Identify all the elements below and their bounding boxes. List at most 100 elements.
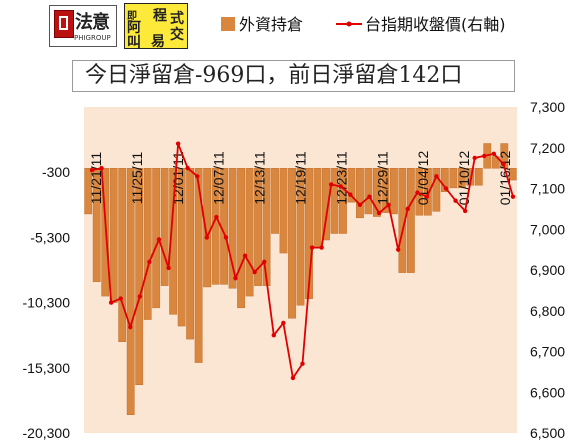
bar: [279, 168, 288, 254]
price-point: [472, 155, 477, 161]
price-point: [415, 190, 420, 195]
phigroup-logo-mark: [54, 10, 74, 38]
net-position-note: 今日淨留倉-969口，前日淨留倉142口: [72, 60, 515, 92]
bar: [339, 168, 347, 234]
legend-label-line: 台指期收盤價(右軸): [365, 15, 506, 34]
y-left-tick-label: -15,300: [23, 360, 71, 376]
bar: [109, 168, 118, 303]
y-right-tick-label: 6,800: [530, 303, 565, 319]
price-point: [195, 174, 200, 179]
price-point: [434, 174, 439, 179]
price-point: [424, 194, 430, 199]
bar: [135, 168, 144, 386]
price-point: [242, 253, 248, 258]
legend-marker-line: [346, 21, 352, 27]
cheng-shi-jiao-yi-logo: 即 程 式 阿 交 叫 易: [124, 3, 188, 51]
price-point: [482, 153, 487, 159]
logo-char: 即: [127, 11, 137, 22]
y-right-tick-label: 6,900: [530, 262, 565, 278]
y-left-tick-label: -5,300: [30, 229, 70, 245]
phigroup-logo-sub: PHIGROUP: [74, 34, 111, 42]
y-right-tick-label: 6,700: [530, 344, 565, 360]
price-point: [443, 186, 449, 191]
bar: [330, 168, 339, 234]
x-tick-label: 11/21/11: [88, 152, 104, 205]
price-point: [329, 182, 334, 187]
y-left-tick-label: -20,300: [23, 425, 71, 441]
price-point: [223, 235, 229, 240]
bar: [118, 168, 127, 342]
bar: [288, 168, 296, 319]
price-point: [405, 206, 410, 212]
y-left-tick-label: -300: [42, 164, 70, 180]
legend-swatch-bars: [221, 17, 235, 31]
y-right-tick-label: 6,500: [530, 425, 565, 441]
bar: [457, 168, 466, 189]
bar: [186, 168, 195, 340]
phigroup-logo-name: 法意: [75, 12, 110, 33]
price-point: [118, 296, 123, 301]
price-point: [309, 245, 315, 250]
y-right-tick-label: 7,000: [530, 221, 565, 237]
price-point: [290, 375, 296, 381]
price-point: [501, 161, 506, 167]
price-point: [453, 198, 458, 203]
bar: [398, 168, 407, 273]
price-point: [338, 184, 343, 189]
bar: [313, 168, 322, 247]
price-point: [108, 300, 114, 305]
price-point: [233, 275, 238, 281]
bar: [423, 168, 432, 216]
logo-char: 易: [151, 34, 165, 50]
bar: [474, 168, 483, 186]
bar: [432, 168, 441, 212]
price-point: [214, 214, 219, 220]
logo-char: 阿: [127, 20, 141, 36]
price-point: [156, 237, 162, 242]
x-tick-label: 12/19/11: [293, 151, 309, 205]
x-tick-label: 01/16/12: [497, 151, 513, 206]
bar: [254, 168, 262, 286]
x-tick-label: 12/07/11: [211, 151, 227, 205]
price-point: [175, 141, 181, 146]
bar: [143, 168, 152, 320]
y-right-tick-label: 7,200: [530, 140, 565, 156]
price-point: [395, 247, 401, 252]
x-tick-label: 01/10/12: [456, 151, 472, 206]
price-point: [386, 202, 391, 207]
bar: [364, 168, 373, 215]
x-tick-label: 12/23/11: [333, 151, 349, 205]
bar: [194, 168, 203, 363]
price-point: [271, 333, 276, 338]
price-point: [89, 167, 95, 173]
bar: [245, 168, 254, 297]
y-right-tick-label: 7,100: [530, 181, 565, 197]
price-point: [204, 235, 210, 240]
price-point: [281, 320, 286, 326]
price-point: [185, 165, 190, 171]
bar: [305, 168, 313, 299]
bar: [406, 168, 415, 273]
y-right-tick-label: 6,600: [530, 384, 565, 400]
bar: [389, 168, 398, 215]
price-point: [300, 361, 305, 366]
logo-char: 叫: [127, 35, 141, 51]
bar: [169, 168, 178, 315]
price-point: [348, 192, 353, 197]
bar: [160, 168, 169, 286]
price-point: [128, 324, 133, 330]
bar: [271, 168, 279, 234]
price-point: [357, 202, 363, 207]
price-point: [137, 294, 143, 299]
bar: [373, 168, 381, 217]
bar: [356, 168, 364, 219]
x-tick-label: 12/13/11: [252, 151, 268, 205]
logo-char: 程: [153, 8, 167, 24]
bar: [126, 168, 135, 415]
price-point: [252, 269, 257, 275]
phigroup-logo: 法意 PHIGROUP: [49, 5, 117, 47]
price-point: [262, 259, 267, 265]
y-right-tick-label: 7,300: [530, 99, 565, 115]
bar: [449, 168, 458, 189]
bar: [84, 168, 93, 215]
